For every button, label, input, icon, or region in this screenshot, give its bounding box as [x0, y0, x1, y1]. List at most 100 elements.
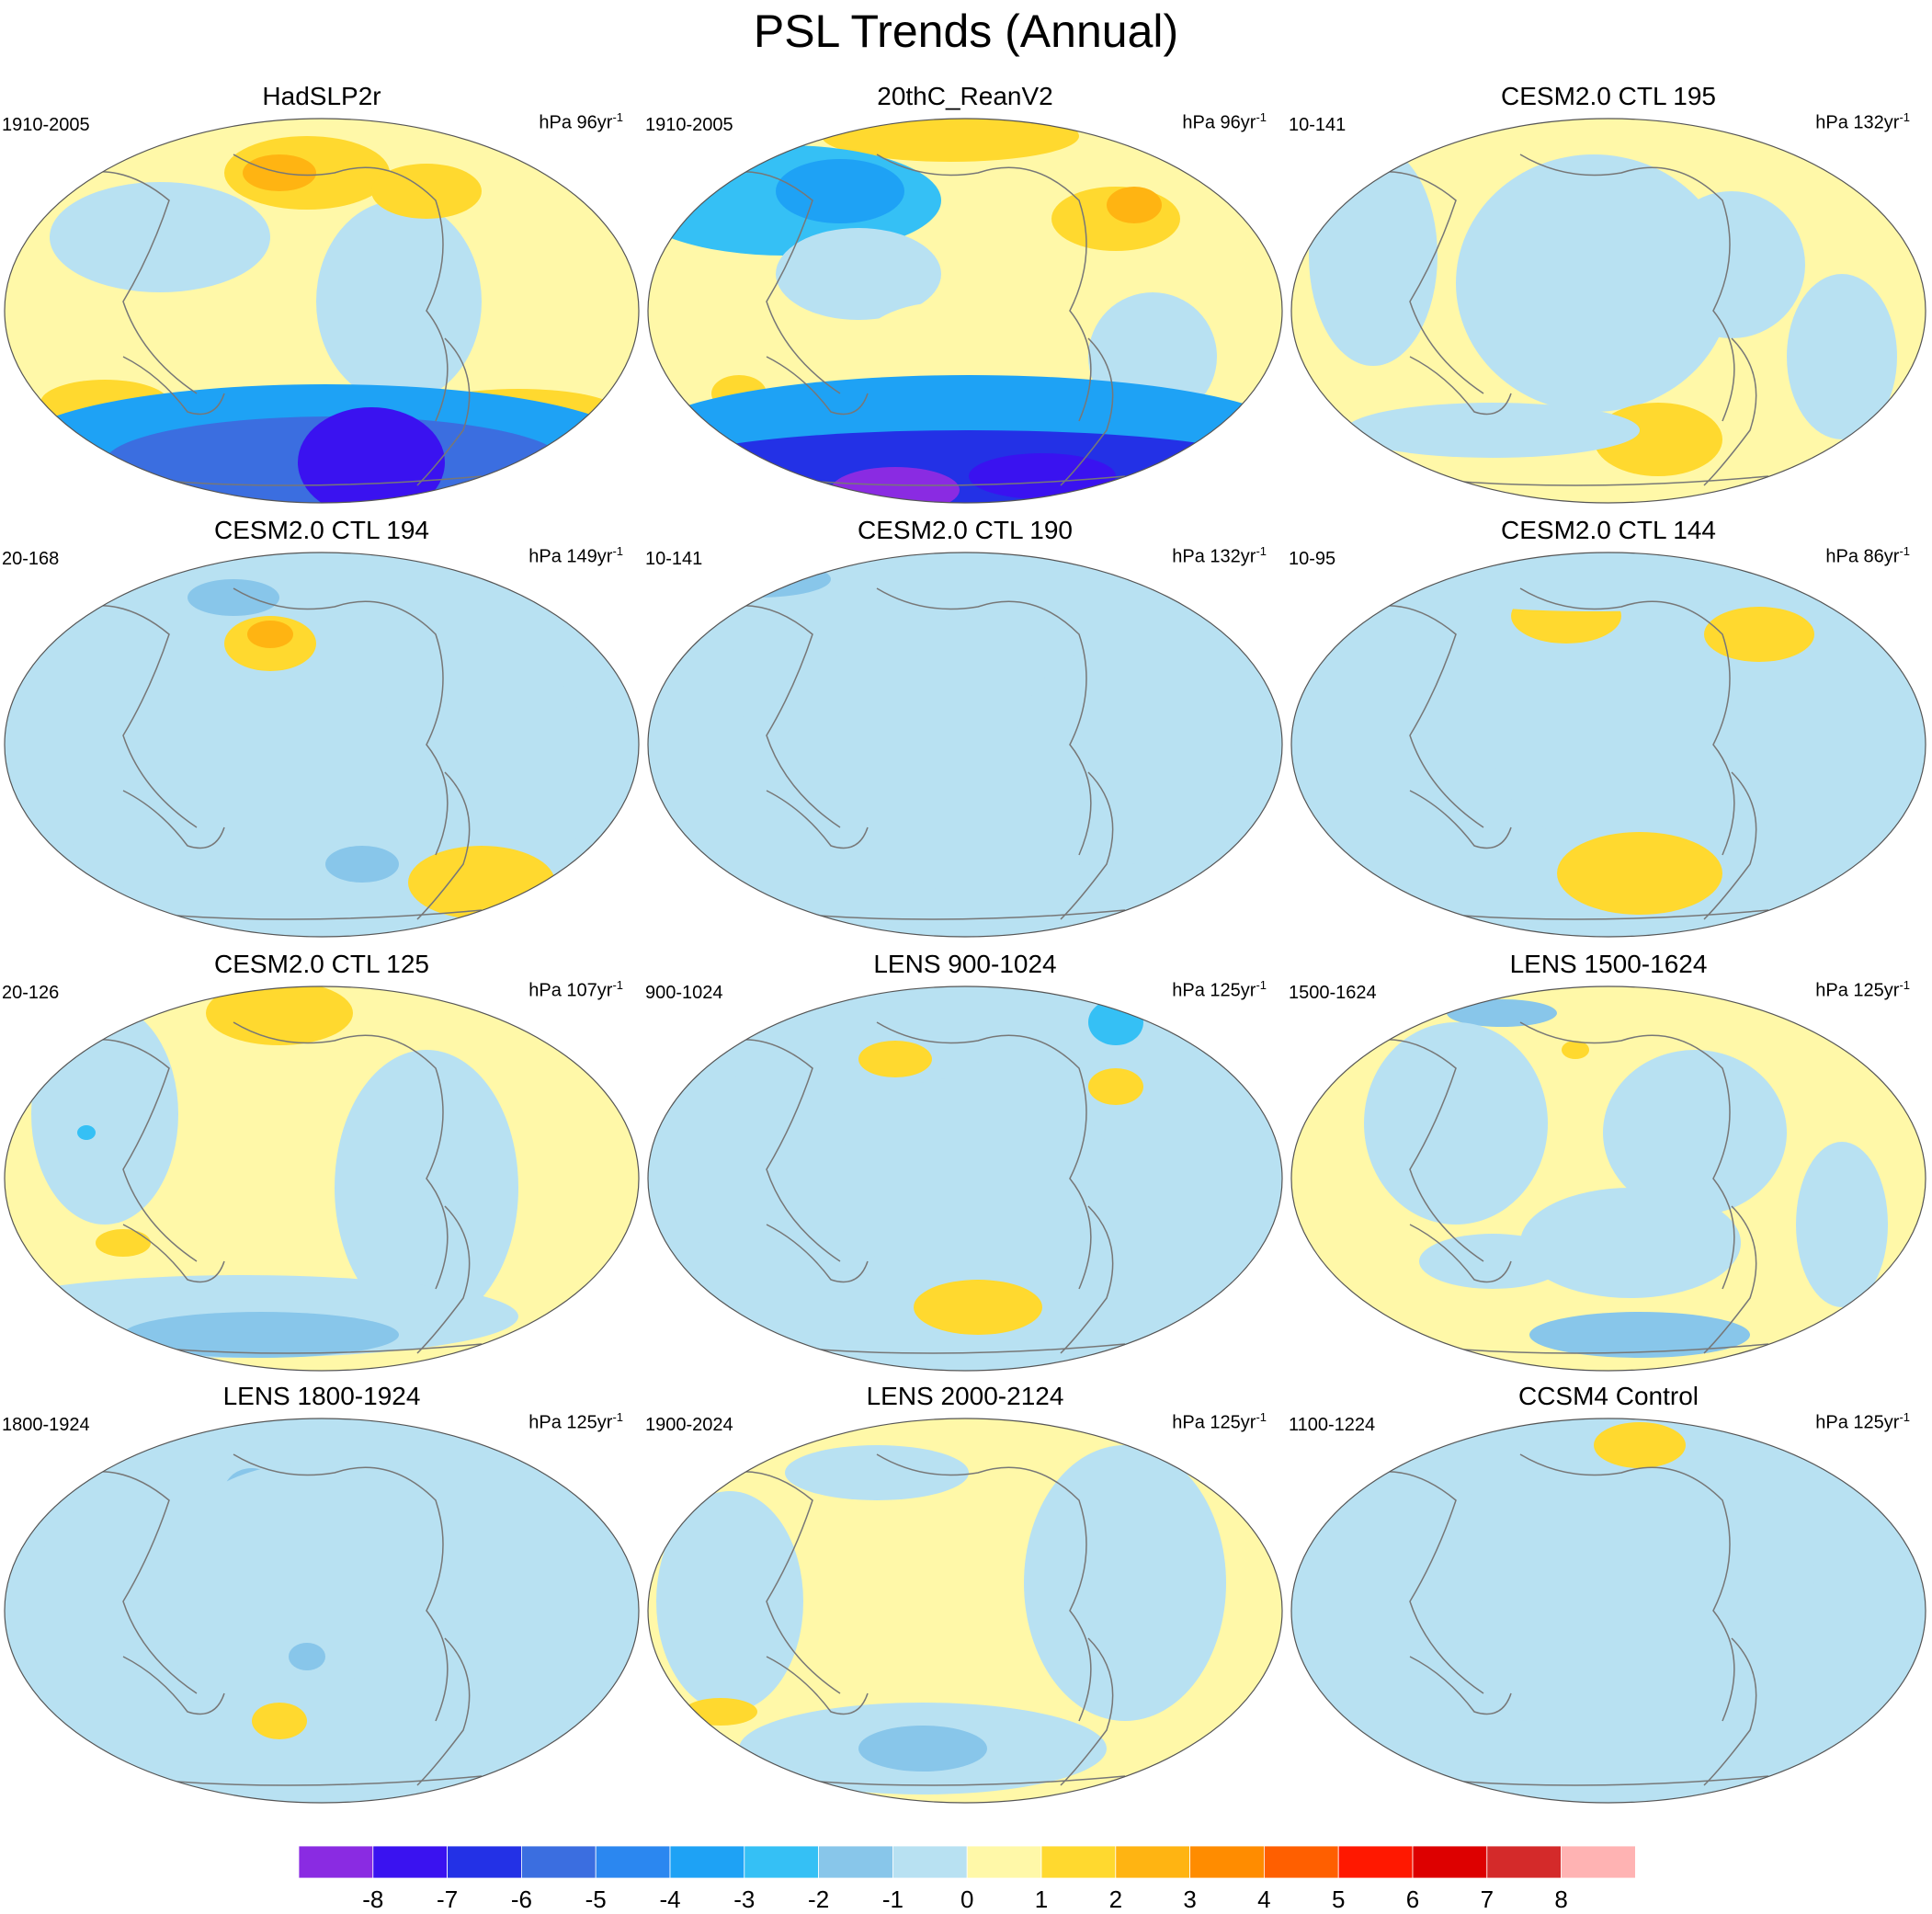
contour-region: [1309, 634, 1511, 873]
contour-region: [160, 1464, 454, 1684]
panel-period: 1800-1924: [2, 1415, 90, 1435]
contour-region: [1410, 565, 1778, 611]
map-panel: HadSLP2r 1910-2005 hPa 96yr-1: [0, 81, 643, 508]
coastline: [1409, 1656, 1512, 1715]
coastline: [416, 1205, 471, 1354]
colorbar-box: [1337, 1845, 1414, 1879]
coastline: [1409, 1224, 1512, 1283]
panel-title: CESM2.0 CTL 144: [1501, 516, 1716, 544]
robinson-map: [647, 985, 1283, 1372]
contour-region: [776, 159, 904, 223]
panel-units: hPa 125yr-1: [528, 1410, 623, 1433]
contour-region: [1520, 1188, 1741, 1298]
coastline: [1060, 337, 1114, 486]
panel-title: 20thC_ReanV2: [877, 82, 1053, 110]
contour-region: [408, 846, 555, 919]
colorbar-label: 8: [1554, 1886, 1567, 1913]
contour-region: [1419, 1234, 1566, 1289]
colorbar-box: [1189, 1845, 1265, 1879]
contour-region: [31, 1004, 178, 1225]
colorbar-label: -6: [511, 1886, 532, 1913]
panel-units: hPa 107yr-1: [528, 978, 623, 1001]
contour-region: [96, 1229, 151, 1257]
colorbar-box: [744, 1845, 819, 1879]
contour-region: [289, 1643, 325, 1670]
panel-units: hPa 132yr-1: [1815, 110, 1910, 133]
contour-region: [316, 200, 482, 403]
coastline: [416, 337, 471, 486]
coastline: [233, 1021, 449, 1290]
contour-region: [684, 1068, 849, 1289]
colorbar-label: 3: [1183, 1886, 1196, 1913]
map-panel: LENS 900-1024 900-1024 hPa 125yr-1: [643, 949, 1287, 1376]
coastline: [416, 1637, 471, 1786]
contour-region: [1309, 145, 1438, 366]
colorbar-label: -4: [659, 1886, 680, 1913]
robinson-map: [4, 985, 640, 1372]
contour-region: [914, 1280, 1042, 1335]
coastline: [122, 1224, 225, 1283]
colorbar-label: -2: [808, 1886, 829, 1913]
panel-units: hPa 125yr-1: [1172, 978, 1267, 1001]
map-panel: CESM2.0 CTL 144 10-95 hPa 86yr-1: [1287, 515, 1930, 942]
contour-region: [1704, 607, 1814, 662]
contour-region: [1143, 1087, 1254, 1307]
coastline: [766, 356, 869, 416]
coastline: [876, 587, 1092, 856]
coastline: [876, 1021, 1092, 1290]
contour-region: [858, 1726, 987, 1772]
colorbar-box: [1561, 1845, 1636, 1879]
contour-region: [31, 553, 197, 864]
coastline: [1703, 1205, 1757, 1354]
panel-title: CESM2.0 CTL 125: [214, 950, 429, 978]
coastline: [58, 1039, 198, 1262]
contour-region: [1529, 1312, 1750, 1358]
contour-region: [50, 182, 270, 292]
contour-region: [1456, 154, 1732, 412]
contour-region: [776, 228, 941, 320]
panel-title: HadSLP2r: [262, 82, 381, 110]
map-panel: CCSM4 Control 1100-1224 hPa 125yr-1: [1287, 1381, 1930, 1808]
contour-region: [77, 1125, 96, 1140]
map-panel: LENS 2000-2124 1900-2024 hPa 125yr-1: [643, 1381, 1287, 1808]
panel-period: 20-126: [2, 983, 60, 1003]
contour-region: [188, 579, 279, 616]
coastline: [416, 771, 471, 920]
panel-title: LENS 2000-2124: [866, 1382, 1064, 1410]
panel-units: hPa 96yr-1: [1182, 110, 1267, 133]
coastline: [233, 154, 449, 422]
panel-period: 10-95: [1289, 549, 1336, 569]
colorbar-label: -1: [882, 1886, 903, 1913]
coastline: [876, 154, 1092, 422]
panel-units: hPa 125yr-1: [1815, 1410, 1910, 1433]
coastline: [1703, 771, 1757, 920]
contour-region: [1088, 1068, 1143, 1105]
panel-title: CCSM4 Control: [1517, 1382, 1699, 1410]
contour-region: [684, 561, 831, 598]
colorbar-label: 7: [1481, 1886, 1494, 1913]
colorbar-box: [669, 1845, 745, 1879]
contour-region: [868, 800, 1088, 892]
coastline: [1060, 1637, 1114, 1786]
colorbar-box: [1264, 1845, 1339, 1879]
panel-title: CESM2.0 CTL 195: [1501, 82, 1716, 110]
panel-title: CESM2.0 CTL 194: [214, 516, 429, 544]
coastline: [1060, 771, 1114, 920]
robinson-map: [1290, 552, 1926, 938]
contour-region: [1658, 191, 1805, 338]
robinson-map: [4, 1418, 640, 1804]
coastline: [1345, 1039, 1484, 1262]
colorbar-label: 2: [1109, 1886, 1122, 1913]
panel-units: hPa 96yr-1: [539, 110, 623, 133]
coastline: [701, 605, 841, 828]
robinson-map: [1290, 985, 1926, 1372]
panel-period: 1900-2024: [645, 1415, 733, 1435]
contour-region: [206, 986, 353, 1045]
coastline: [701, 171, 841, 394]
map-outline: [647, 552, 1283, 938]
coastline: [58, 171, 198, 394]
robinson-map: [4, 118, 640, 504]
contour-region: [298, 407, 445, 503]
contour-region: [31, 1500, 197, 1703]
robinson-map: [4, 552, 640, 938]
